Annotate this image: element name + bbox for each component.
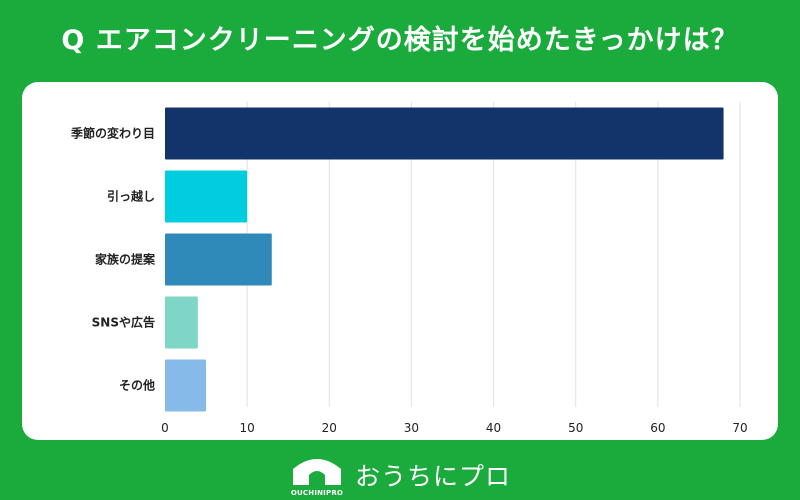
chart-title: Q エアコンクリーニングの検討を始めたきっかけは？ xyxy=(61,25,739,56)
bar xyxy=(165,296,198,349)
category-label: 引っ越し xyxy=(107,189,155,204)
bar xyxy=(165,107,724,160)
category-label: SNSや広告 xyxy=(92,315,155,330)
logo-subtext: OUCHINIPRO xyxy=(290,489,344,497)
bar xyxy=(165,359,207,412)
brand-logo: OUCHINIPRO xyxy=(289,455,345,497)
chart-card: 0 10 20 30 40 50 60 70 季節の変わり目引っ越し家族の提案 SNSや広告その他 xyxy=(22,82,778,440)
bar xyxy=(165,170,248,223)
x-tick-label: 50 xyxy=(568,421,583,435)
category-label: 家族の提案 xyxy=(95,252,156,267)
x-tick-label: 40 xyxy=(486,421,501,435)
x-tick-label: 60 xyxy=(650,421,665,435)
house-icon xyxy=(292,459,341,485)
x-tick-label: 20 xyxy=(322,421,337,435)
brand-name: おうちにプロ xyxy=(354,462,511,491)
x-tick-label: 10 xyxy=(240,421,255,435)
x-tick-label: 70 xyxy=(732,421,747,435)
category-label: 季節の変わり目 xyxy=(70,126,155,141)
bar xyxy=(165,233,272,286)
x-tick-label: 0 xyxy=(161,421,169,435)
category-label: その他 xyxy=(119,378,155,393)
x-tick-label: 30 xyxy=(404,421,419,435)
footer: OUCHINIPRO おうちにプロ xyxy=(0,450,800,500)
